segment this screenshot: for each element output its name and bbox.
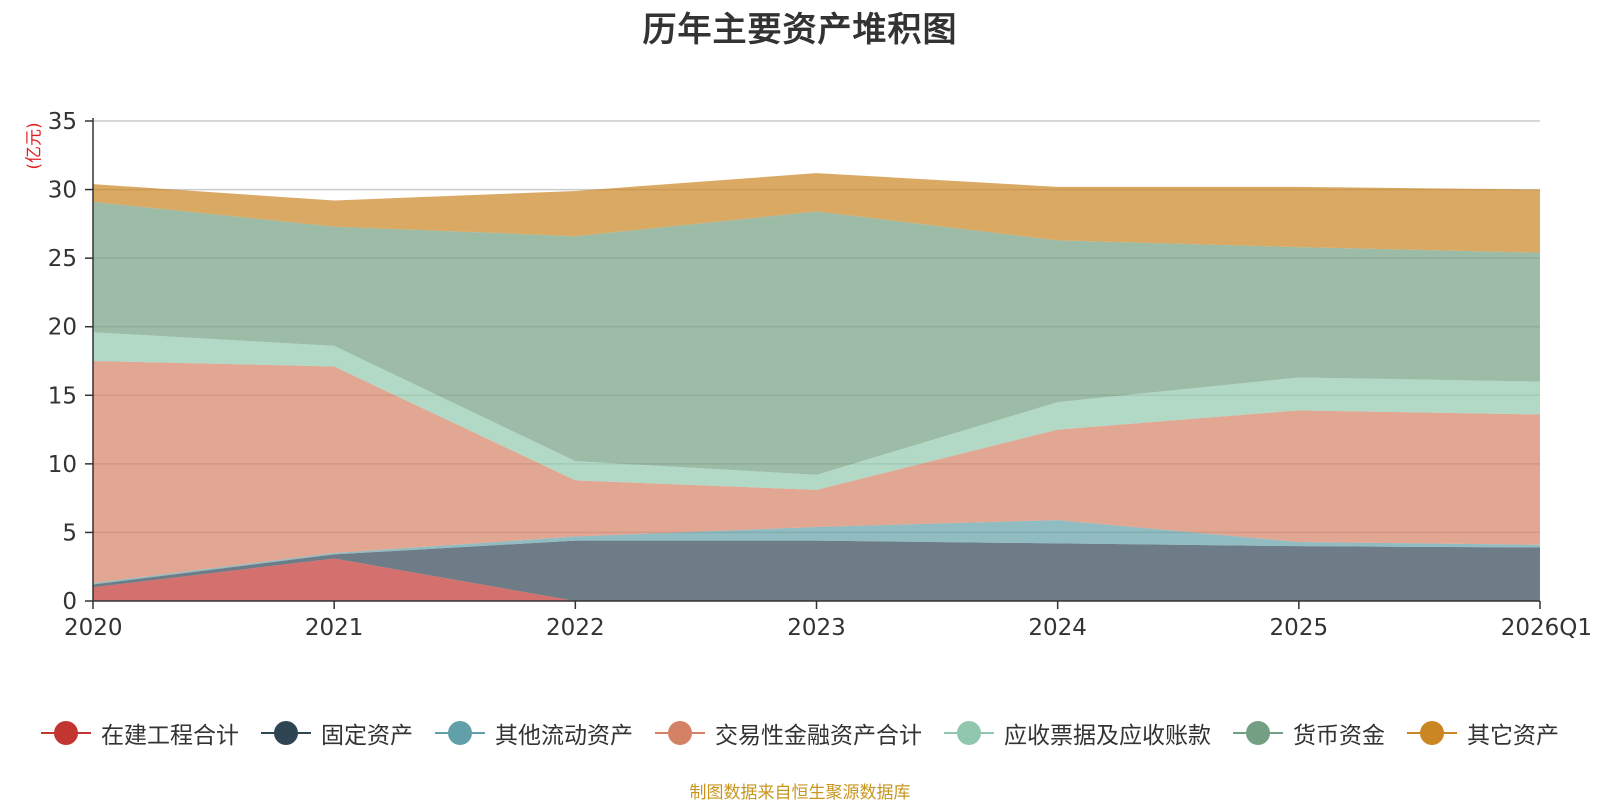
legend-item-1[interactable]: 固定资产 [261,716,413,750]
legend-item-2[interactable]: 其他流动资产 [435,716,633,750]
x-tick-label: 2024 [1028,615,1087,641]
legend-item-4[interactable]: 应收票据及应收账款 [944,716,1211,750]
area-series-6[interactable] [93,173,1540,253]
y-tick-label: 20 [48,315,77,341]
legend-marker-icon [1407,718,1457,748]
y-tick-label: 35 [48,109,77,135]
legend-item-3[interactable]: 交易性金融资产合计 [655,716,922,750]
legend-item-0[interactable]: 在建工程合计 [41,716,239,750]
y-tick-label: 5 [62,520,77,546]
y-tick-label: 25 [48,246,77,272]
legend-label: 其他流动资产 [495,723,633,749]
legend-label: 固定资产 [321,723,413,749]
x-tick-label: 2022 [546,615,605,641]
legend-marker-icon [261,718,311,748]
legend-marker-icon [655,718,705,748]
legend-marker-icon [1233,718,1283,748]
legend-label: 交易性金融资产合计 [715,723,922,749]
source-note: 制图数据来自恒生聚源数据库 [689,783,911,803]
legend-label: 在建工程合计 [101,723,239,749]
area-series-0[interactable] [93,558,1540,601]
x-tick-label: 2025 [1270,615,1329,641]
legend: 在建工程合计 固定资产 其他流动资产 交易性金融资产合计 应收票据及应收账款 货币资金 其它… [0,716,1600,750]
legend-label: 应收票据及应收账款 [1004,723,1211,749]
y-tick-label: 10 [48,452,77,478]
legend-label: 其它资产 [1467,723,1559,749]
area-series-4[interactable] [93,332,1540,490]
y-tick-label: 30 [48,178,77,204]
area-series-3[interactable] [93,361,1540,584]
x-tick-label: 2020 [64,615,123,641]
area-series-2[interactable] [93,520,1540,585]
legend-item-6[interactable]: 其它资产 [1407,716,1559,750]
area-series-1[interactable] [93,540,1540,601]
x-tick-label: 2023 [787,615,846,641]
chart-title: 历年主要资产堆积图 [642,10,958,50]
legend-marker-icon [435,718,485,748]
area-series-5[interactable] [93,201,1540,475]
legend-marker-icon [944,718,994,748]
legend-marker-icon [41,718,91,748]
y-tick-label: 15 [48,383,77,409]
x-tick-label: 2021 [305,615,364,641]
y-tick-label: 0 [62,589,77,615]
legend-label: 货币资金 [1293,723,1385,749]
x-tick-label: 2026Q1 [1501,615,1592,641]
legend-item-5[interactable]: 货币资金 [1233,716,1385,750]
